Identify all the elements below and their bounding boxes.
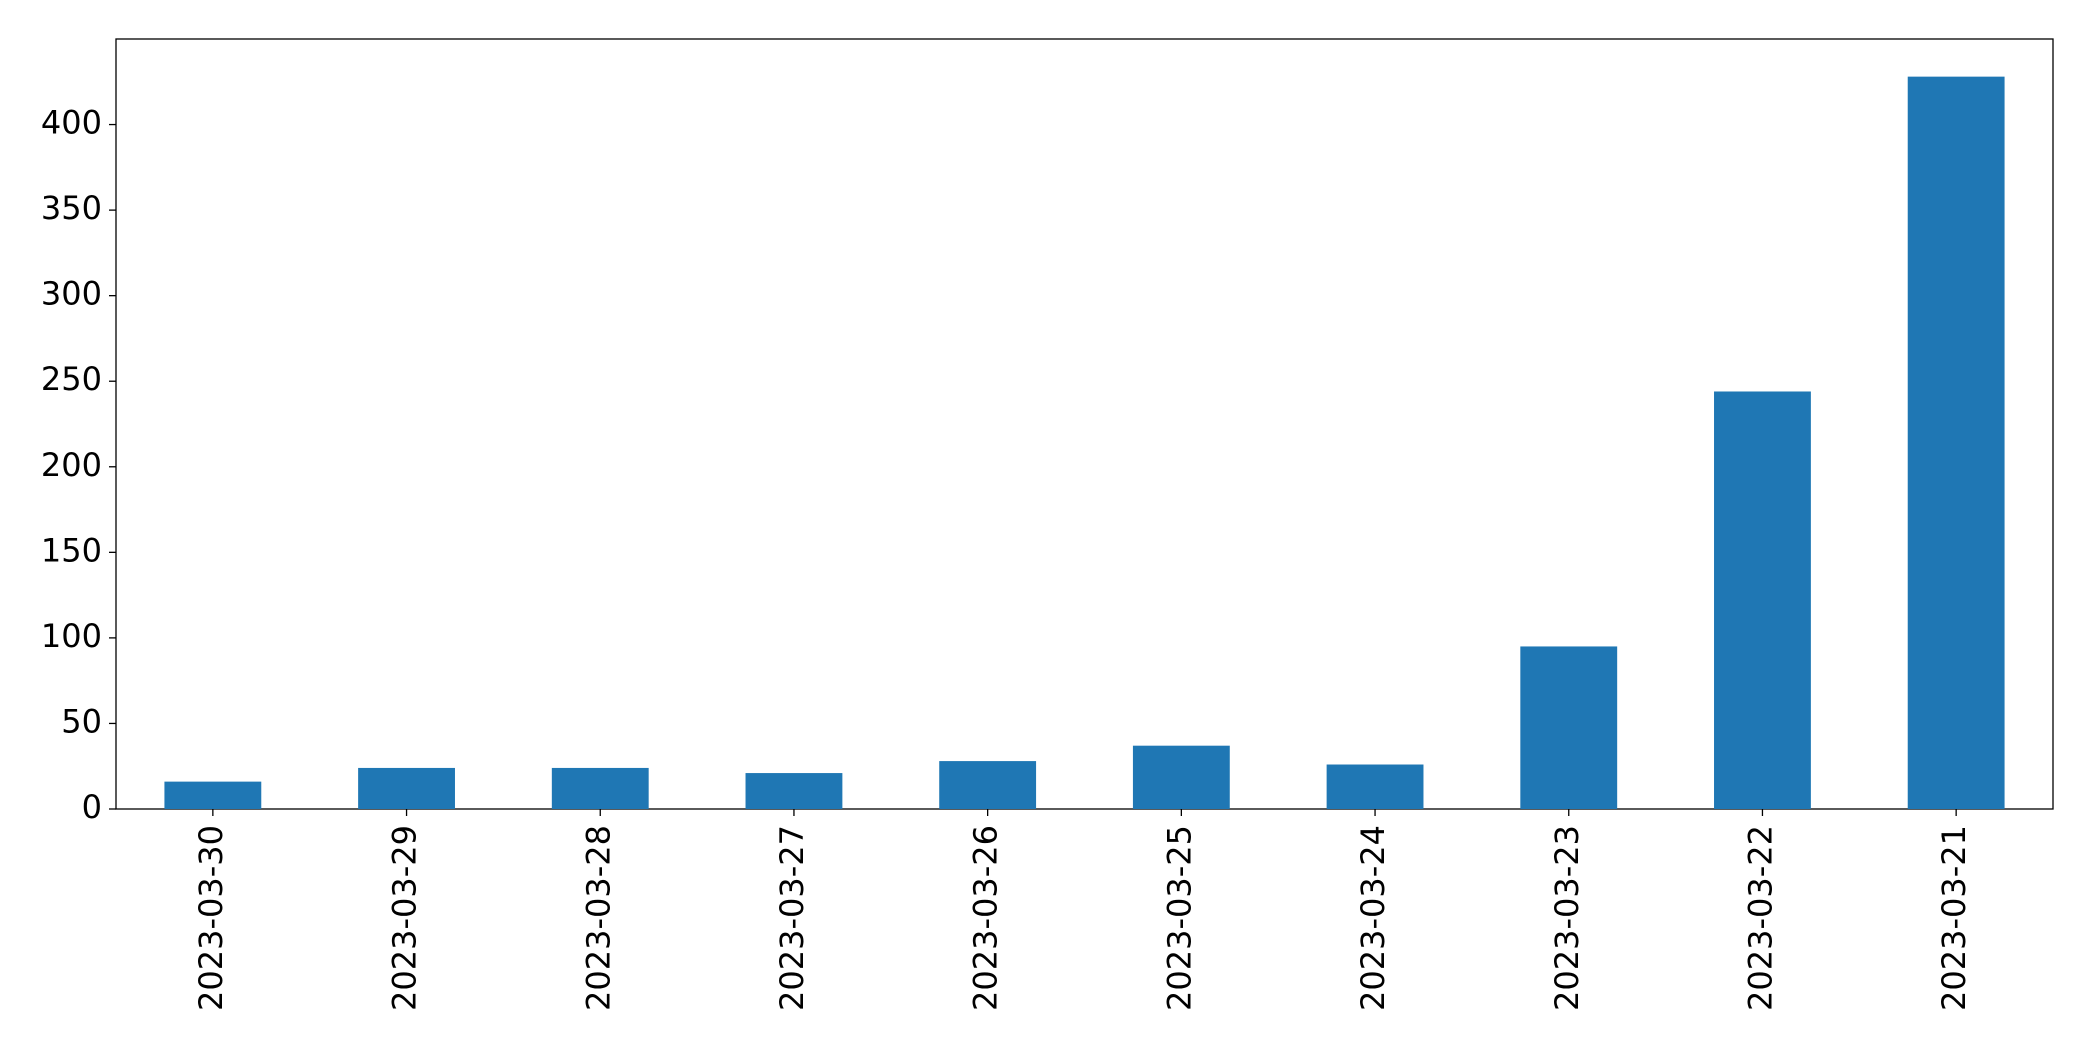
x-tick-label: 2023-03-29 (386, 825, 424, 1011)
bar (358, 767, 455, 809)
x-tick-label: 2023-03-28 (579, 825, 617, 1011)
x-tick-label: 2023-03-30 (192, 825, 230, 1011)
x-tick-label: 2023-03-24 (1354, 825, 1392, 1011)
x-tick-label: 2023-03-21 (1935, 825, 1973, 1011)
bar (164, 781, 262, 809)
y-tick-label: 200 (41, 446, 102, 484)
y-tick-label: 50 (61, 702, 102, 740)
y-tick-label: 300 (41, 275, 102, 313)
bar (745, 773, 843, 809)
x-tick-label: 2023-03-22 (1741, 825, 1779, 1011)
x-tick-label: 2023-03-23 (1548, 825, 1586, 1011)
bar (551, 767, 649, 809)
plot-frame (115, 38, 2054, 810)
x-tick-label: 2023-03-26 (967, 825, 1005, 1011)
bar (1907, 76, 2005, 809)
y-tick-label: 250 (41, 360, 102, 398)
y-tick-label: 350 (41, 189, 102, 227)
bar (1714, 391, 1811, 809)
y-tick-label: 150 (41, 531, 102, 569)
bar (1132, 745, 1230, 809)
y-tick-label: 400 (41, 104, 102, 142)
bar (1520, 646, 1618, 809)
x-tick-label: 2023-03-25 (1160, 825, 1198, 1011)
bar (1326, 764, 1424, 809)
x-tick-label: 2023-03-27 (773, 825, 811, 1011)
y-tick-label: 100 (41, 617, 102, 655)
bar (939, 761, 1037, 809)
y-tick-label: 0 (82, 788, 102, 826)
